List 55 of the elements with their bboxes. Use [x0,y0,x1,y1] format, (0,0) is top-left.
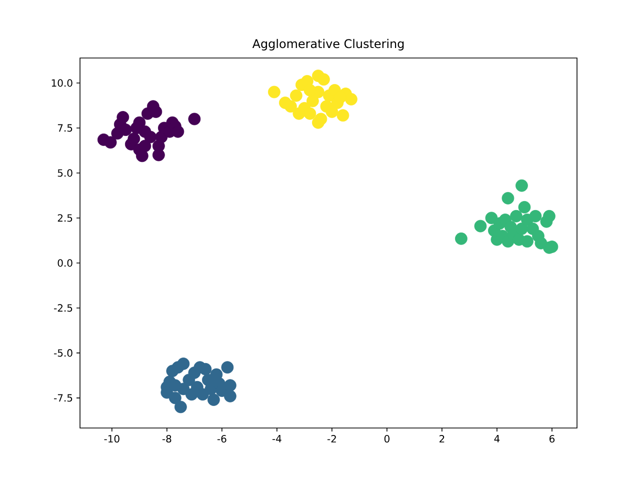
y-tick-label: -7.5 [54,394,72,402]
point [224,379,236,392]
point [304,84,316,96]
point [344,93,358,106]
x-tick-label: -8 [162,435,172,443]
point [268,86,280,98]
point [326,106,338,118]
point [529,210,542,222]
point [168,392,182,404]
point [306,94,319,108]
point [516,179,528,192]
point [116,111,130,124]
point [336,109,350,122]
point [224,390,236,402]
point [221,361,234,374]
chart-title: Agglomerative Clustering [252,38,404,50]
point [312,116,324,129]
point [516,222,528,235]
point [177,358,190,370]
y-tick-label: 7.5 [58,124,72,132]
point [207,394,220,406]
x-tick-label: -2 [327,435,336,442]
point [455,232,468,245]
x-tick-label: -10 [104,435,120,443]
x-tick-label: 2 [440,435,444,442]
point [290,89,302,102]
point [174,400,187,414]
y-tick-label: 10.0 [52,79,72,87]
point [502,192,514,204]
point [521,235,534,248]
x-tick-label: 0 [384,435,390,443]
y-tick-label: 5.0 [58,169,72,177]
point [292,107,306,120]
point [188,112,201,126]
y-tick-label: 0.0 [58,259,72,267]
point [104,136,117,149]
point [284,100,297,113]
point [304,107,316,120]
point [138,140,152,152]
point [317,73,330,86]
point [543,210,556,222]
x-tick-label: -4 [272,435,282,442]
x-tick-label: -6 [217,435,226,443]
x-tick-label: 6 [550,435,555,443]
y-tick-label: -5.0 [54,349,72,357]
point [128,132,140,145]
point [144,130,157,144]
point [510,210,522,222]
y-tick-label: -2.5 [54,304,72,312]
x-tick-label: 4 [494,435,500,442]
point [199,362,212,376]
point [196,388,209,401]
point [474,220,487,232]
y-tick-label: 2.5 [58,214,72,222]
point [518,200,531,214]
